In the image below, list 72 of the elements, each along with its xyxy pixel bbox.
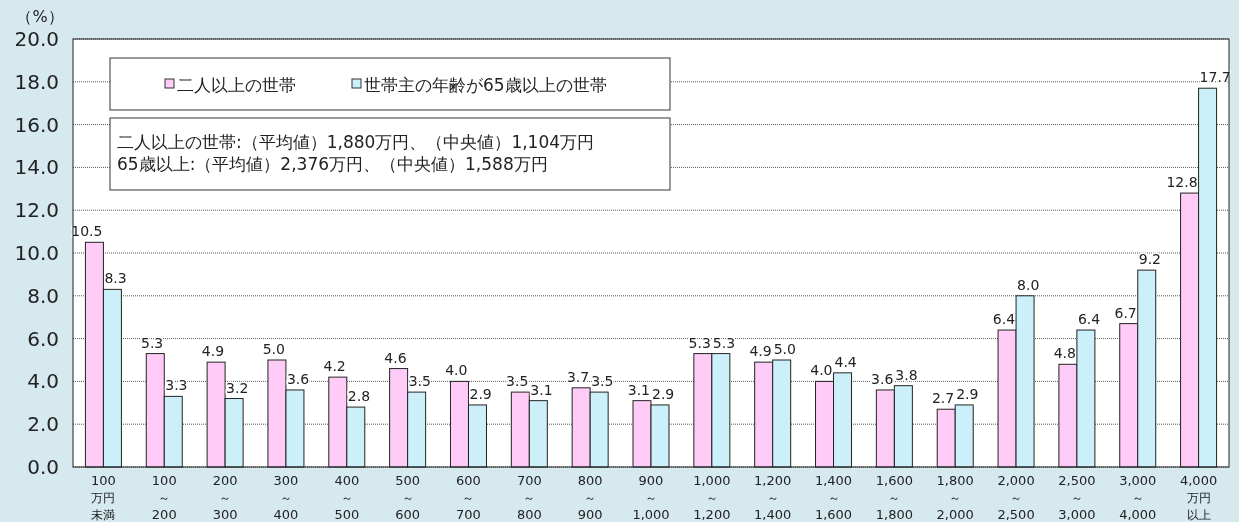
x-tick-label: 1,600～1,800 xyxy=(875,473,913,522)
data-label: 4.6 xyxy=(384,349,407,366)
y-tick-label: 10.0 xyxy=(14,241,59,265)
y-tick-label: 6.0 xyxy=(27,326,59,351)
data-label: 3.5 xyxy=(506,373,529,390)
note: 二人以上の世帯:（平均値）1,880万円、（中央値）1,104万円 65歳以上:（平均値）2,376万円、（中央値）1,588万円 xyxy=(109,117,671,191)
x-tick-label: 500～600 xyxy=(395,473,421,522)
x-tick-label: 2,500～3,000 xyxy=(1058,473,1096,522)
x-tick-label: 700～800 xyxy=(516,473,542,522)
data-label: 9.2 xyxy=(1138,251,1161,268)
data-label: 6.4 xyxy=(992,311,1016,328)
data-label: 5.0 xyxy=(773,341,796,357)
x-tick-label: 200～300 xyxy=(212,473,238,522)
x-tick-label: 1,200～1,400 xyxy=(754,473,792,522)
data-label: 8.3 xyxy=(104,270,127,287)
data-label: 3.2 xyxy=(226,379,249,396)
data-label: 3.8 xyxy=(895,366,918,383)
x-tick-label: 800～900 xyxy=(577,473,603,522)
x-tick-label: 3,000～4,000 xyxy=(1119,473,1157,522)
annotation: 二人以上の世帯:（平均値）1,880万円、（中央値）1,104万円 xyxy=(117,132,595,152)
y-tick-label: 4.0 xyxy=(27,369,59,394)
x-tick-label: 400～500 xyxy=(334,473,360,522)
data-label: 3.5 xyxy=(591,373,614,390)
data-label: 2.9 xyxy=(652,385,675,402)
y-tick-label: 0.0 xyxy=(27,455,59,479)
x-tick-label: 600～700 xyxy=(456,473,481,522)
annotation: 65歳以上:（平均値）2,376万円、（中央値）1,588万円 xyxy=(117,154,548,174)
x-tick-label: 900～1,000 xyxy=(632,473,670,522)
x-tick-label: 1,400～1,600 xyxy=(814,473,853,522)
data-label: 3.6 xyxy=(871,370,894,387)
data-label: 2.8 xyxy=(347,388,371,405)
legend-label: 二人以上の世帯 xyxy=(177,75,296,95)
data-label: 2.9 xyxy=(469,385,492,402)
y-tick-label: 20.0 xyxy=(14,27,59,51)
data-label: 5.3 xyxy=(688,334,711,351)
legend-label: 世帯主の年齢が65歳以上の世帯 xyxy=(364,75,607,95)
data-label: 2.7 xyxy=(931,390,955,407)
data-label: 5.3 xyxy=(141,334,164,351)
data-label: 4.9 xyxy=(749,343,772,360)
data-label: 3.7 xyxy=(566,368,590,385)
data-label: 4.0 xyxy=(810,362,833,379)
data-label: 3.6 xyxy=(286,370,310,387)
data-label: 12.8 xyxy=(1166,174,1198,191)
y-tick-label: 2.0 xyxy=(27,412,59,437)
data-label: 4.2 xyxy=(323,358,346,375)
x-tick-label: 100～200 xyxy=(151,473,177,522)
data-label: 4.8 xyxy=(1053,345,1076,362)
y-axis-title: （%） xyxy=(16,7,64,26)
data-label: 2.9 xyxy=(956,385,979,402)
x-tick-label: 1,000～1,200 xyxy=(693,473,731,522)
data-label: 5.3 xyxy=(712,334,736,351)
x-tick-label: 300～400 xyxy=(273,473,299,522)
data-label: 4.4 xyxy=(834,353,857,370)
x-tick-label: 1,800～2,000 xyxy=(936,473,974,522)
data-label: 3.3 xyxy=(165,377,188,394)
y-tick-label: 18.0 xyxy=(14,69,59,94)
data-label: 5.0 xyxy=(262,341,285,357)
data-label: 4.0 xyxy=(445,362,468,379)
data-label: 3.5 xyxy=(408,373,431,390)
data-label: 3.1 xyxy=(627,381,650,398)
data-label: 3.1 xyxy=(530,381,553,398)
y-tick-label: 12.0 xyxy=(14,198,59,223)
data-label: 8.0 xyxy=(1017,276,1040,293)
data-label: 6.7 xyxy=(1114,304,1137,321)
y-tick-label: 8.0 xyxy=(27,283,59,308)
data-label: 6.4 xyxy=(1077,311,1101,328)
y-tick-label: 14.0 xyxy=(14,155,59,180)
x-tick-label: 100万円未満 xyxy=(91,473,116,522)
data-label: 4.9 xyxy=(201,343,225,360)
x-tick-label: 4,000万円以上 xyxy=(1179,473,1218,522)
x-tick-label: 2,000～2,500 xyxy=(997,473,1035,522)
y-tick-label: 16.0 xyxy=(14,112,59,137)
